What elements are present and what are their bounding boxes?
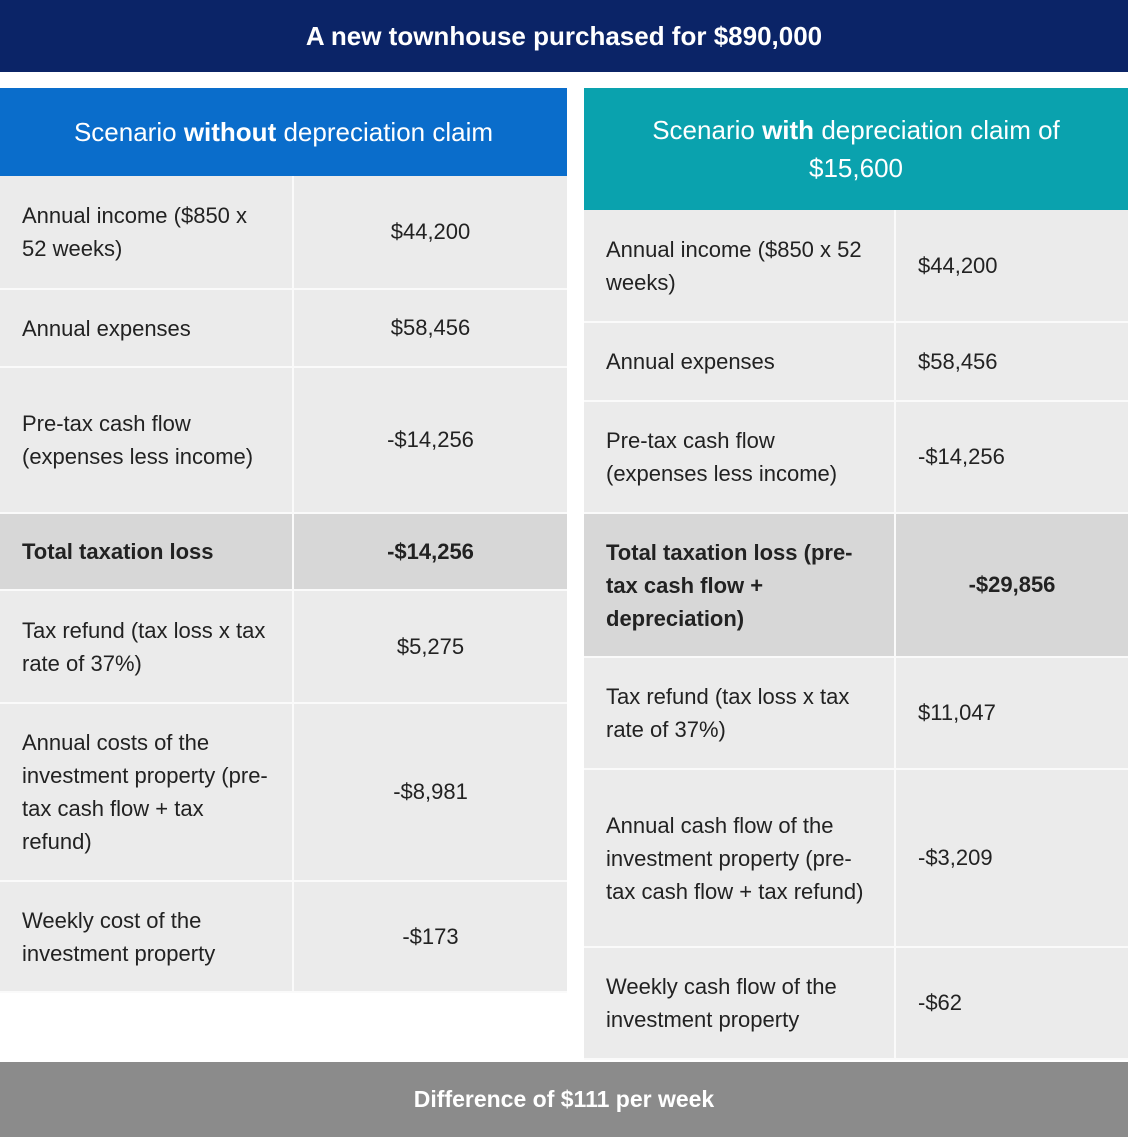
row-label: Total taxation loss (pre-tax cash flow +…	[584, 514, 896, 656]
row-label: Weekly cost of the investment property	[0, 882, 294, 991]
row-value: -$173	[402, 923, 459, 949]
table-row: Annual income ($850 x 52 weeks) $44,200	[584, 210, 1128, 323]
footer: Difference of $111 per week	[0, 1062, 1128, 1137]
row-label: Annual cash flow of the investment prope…	[584, 770, 896, 946]
scenario-title: Scenario with depreciation claim of $15,…	[624, 111, 1088, 187]
banner-title: A new townhouse purchased for $890,000	[305, 20, 823, 51]
table-row: Annual expenses $58,456	[584, 323, 1128, 402]
row-label: Annual income ($850 x 52 weeks)	[0, 176, 294, 288]
scenario-header: Scenario with depreciation claim of $15,…	[584, 88, 1128, 210]
scenario-panel: Scenario with depreciation claim of $15,…	[584, 88, 1128, 1060]
banner: A new townhouse purchased for $890,000	[0, 0, 1128, 72]
title-part: depreciation claim of $15,600	[809, 115, 1060, 183]
row-label: Pre-tax cash flow (expenses less income)	[0, 368, 294, 512]
row-value: $58,456	[918, 348, 998, 374]
scenario-panel: Scenario without depreciation claim Annua…	[0, 88, 567, 993]
table-row: Weekly cost of the investment property -$…	[0, 882, 567, 993]
row-value: $58,456	[390, 315, 471, 340]
title-part: without	[183, 117, 277, 147]
row-label: Pre-tax cash flow (expenses less income)	[584, 402, 896, 512]
table-row: Tax refund (tax loss x tax rate of 37%) $…	[0, 591, 567, 704]
footer-text: Difference of $111 per week	[413, 1086, 715, 1112]
row-value: -$14,256	[387, 427, 474, 452]
row-value: -$62	[918, 990, 963, 1015]
table-row: Weekly cash flow of the investment prope…	[584, 948, 1128, 1060]
row-label: Annual costs of the investment property …	[0, 704, 294, 880]
row-value: $44,200	[918, 252, 998, 278]
row-value: $44,200	[390, 219, 471, 244]
row-value: -$3,209	[918, 845, 993, 870]
scenario-header: Scenario without depreciation claim	[0, 88, 567, 176]
row-label: Annual expenses	[584, 323, 896, 400]
row-value: $5,275	[396, 633, 465, 659]
scenario-title: Scenario without depreciation claim	[74, 113, 493, 151]
row-label: Annual expenses	[0, 290, 294, 366]
table-row: Pre-tax cash flow (expenses less income)…	[0, 368, 567, 514]
table-row: Annual income ($850 x 52 weeks) $44,200	[0, 176, 567, 290]
title-part: with	[762, 115, 815, 145]
row-label: Tax refund (tax loss x tax rate of 37%)	[584, 658, 896, 768]
table-row: Annual costs of the investment property …	[0, 704, 567, 882]
table-row: Total taxation loss -$14,256	[0, 514, 567, 591]
row-value: -$14,256	[387, 538, 474, 564]
row-label: Weekly cash flow of the investment prope…	[584, 948, 896, 1058]
row-value: -$8,981	[393, 779, 468, 804]
row-value: -$29,856	[968, 572, 1056, 597]
row-value: -$14,256	[918, 444, 1005, 469]
title-part: depreciation claim	[283, 117, 494, 147]
table-row: Total taxation loss (pre-tax cash flow +…	[584, 514, 1128, 658]
row-label: Annual income ($850 x 52 weeks)	[584, 210, 896, 321]
table-row: Annual expenses $58,456	[0, 290, 567, 368]
title-part: Scenario	[73, 117, 177, 147]
row-label: Total taxation loss	[0, 514, 294, 589]
table-row: Annual cash flow of the investment prope…	[584, 770, 1128, 948]
table-row: Tax refund (tax loss x tax rate of 37%) $…	[584, 658, 1128, 770]
row-value: $11,047	[918, 700, 996, 725]
table-row: Pre-tax cash flow (expenses less income)…	[584, 402, 1128, 514]
title-part: Scenario	[652, 115, 755, 145]
row-label: Tax refund (tax loss x tax rate of 37%)	[0, 591, 294, 702]
